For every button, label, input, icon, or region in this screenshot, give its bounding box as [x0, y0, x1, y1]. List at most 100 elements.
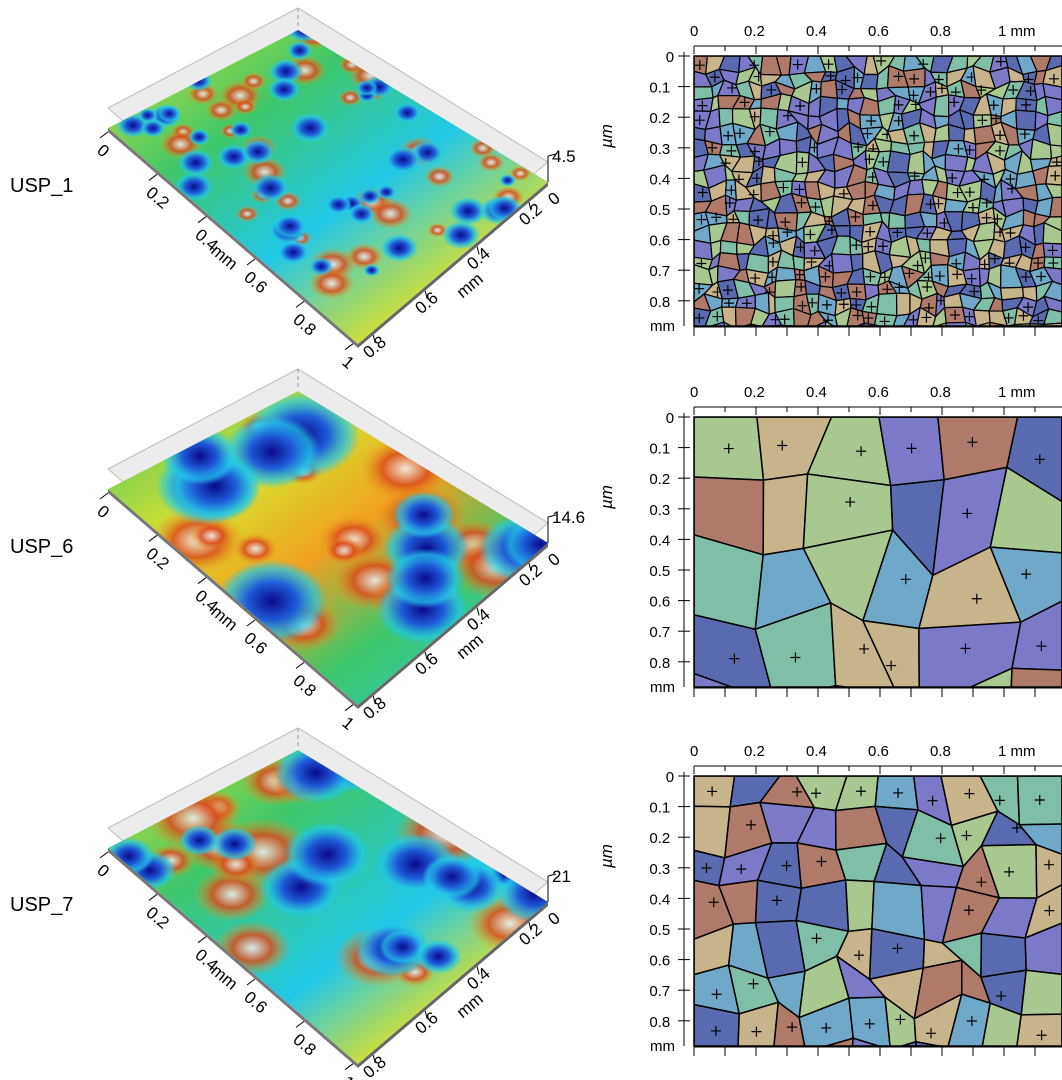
grain-centroid-marker	[877, 241, 888, 252]
grain-centroid-marker	[805, 229, 816, 240]
grain-centroid-marker	[821, 1022, 832, 1033]
x-tick	[99, 851, 109, 859]
grain-centroid-marker	[909, 171, 920, 182]
grain-centroid-marker	[751, 1026, 762, 1037]
grain-centroid-marker	[696, 214, 707, 225]
grain	[948, 1048, 982, 1080]
grain-centroid-marker	[1050, 170, 1061, 181]
grain-centroid-marker	[820, 271, 831, 282]
grain	[1043, 295, 1062, 313]
x-tick-label: 0.6	[240, 988, 270, 1018]
y-tick	[476, 246, 480, 255]
grain-centroid-marker	[1036, 271, 1047, 282]
grain-centroid-marker	[981, 197, 992, 208]
grain	[694, 239, 713, 261]
z-unit: µm	[597, 124, 616, 149]
grain	[969, 667, 1013, 687]
grain-centroid-marker	[694, 60, 705, 71]
row-label: USP_7	[10, 894, 73, 916]
grain	[1033, 221, 1045, 246]
map-y-tick-label: 0	[666, 410, 674, 427]
y-tick	[528, 202, 532, 211]
grain	[694, 97, 714, 113]
surface-pit	[268, 58, 303, 85]
x-tick-label: 1	[338, 713, 357, 734]
map-y-tick-label: 0.8	[649, 655, 670, 672]
map-y-tick-label: 0.1	[649, 800, 670, 817]
surface-pit	[177, 149, 214, 177]
grain-centroid-marker	[1036, 1030, 1047, 1041]
map-x-tick-label: 0.6	[868, 384, 889, 401]
grain-centroid-marker	[934, 271, 945, 282]
grain	[694, 324, 699, 326]
grain	[933, 94, 950, 118]
x-tick-label: 0	[93, 502, 112, 523]
grain-centroid-marker	[964, 187, 975, 198]
y-tick	[476, 966, 480, 975]
grain-centroid-marker	[795, 100, 806, 111]
grain-centroid-marker	[836, 288, 847, 299]
grain-centroid-marker	[960, 643, 971, 654]
surface-pit	[140, 118, 166, 138]
grain-centroid-marker	[933, 198, 944, 209]
grain-centroid-marker	[729, 653, 740, 664]
grain-centroid-marker	[866, 115, 877, 126]
grain-centroid-marker	[1023, 302, 1034, 313]
grain-field	[694, 56, 1062, 336]
grain-centroid-marker	[893, 99, 904, 110]
grain	[1047, 155, 1062, 168]
grain-centroid-marker	[912, 260, 923, 271]
grain-centroid-marker	[981, 212, 992, 223]
grain-centroid-marker	[966, 273, 977, 284]
surface-edge	[108, 489, 358, 709]
map-y-tick-label: 0.4	[649, 891, 670, 908]
grain-centroid-marker	[971, 593, 982, 604]
x-tick-label: 0.2	[142, 544, 172, 574]
grain-centroid-marker	[794, 184, 805, 195]
grain-centroid-marker	[959, 728, 969, 738]
grain-centroid-marker	[711, 212, 722, 223]
grain-centroid-marker	[767, 272, 778, 283]
grain-centroid-marker	[694, 313, 705, 324]
grain-centroid-marker	[922, 281, 933, 292]
surface-peak	[189, 520, 234, 552]
grain-centroid-marker	[952, 269, 963, 280]
grain-centroid-marker	[1005, 228, 1016, 239]
grain-centroid-marker	[904, 268, 915, 279]
grain-centroid-marker	[925, 86, 936, 97]
grain	[899, 1040, 918, 1046]
grain-centroid-marker	[852, 310, 863, 321]
grain	[694, 614, 772, 687]
surface-pit	[283, 821, 371, 888]
grain	[876, 292, 898, 317]
grain-centroid-marker	[727, 326, 737, 336]
grain-centroid-marker	[969, 326, 979, 336]
grain-centroid-marker	[807, 297, 818, 308]
surface-pit	[273, 213, 307, 239]
grain-centroid-marker	[893, 71, 904, 82]
surface-peak	[240, 72, 267, 91]
grain-centroid-marker	[920, 253, 931, 264]
grain-centroid-marker	[879, 272, 890, 283]
x-tick	[148, 534, 158, 542]
grain-centroid-marker	[741, 298, 752, 309]
grain-centroid-marker	[694, 115, 705, 126]
map-y-tick-label: 0.6	[649, 594, 670, 611]
map-x-tick-label: 0	[690, 743, 698, 760]
grain	[1044, 56, 1062, 72]
grain	[762, 473, 809, 556]
y-tick	[372, 1054, 376, 1064]
grain-centroid-marker	[782, 227, 793, 238]
grain-centroid-marker	[1020, 271, 1031, 282]
grain	[1043, 216, 1062, 232]
row-usp-6: USP_6 0 0.2 0.4 0.6 0.8 1 mm 0.2 0.4 0.6 0.8 mm 14.6…	[10, 368, 1062, 738]
grain-centroid-marker	[979, 259, 990, 270]
grain-centroid-marker	[837, 84, 848, 95]
grain-centroid-marker	[995, 56, 1006, 67]
x-tick-label: 1	[338, 352, 357, 373]
grain	[1049, 144, 1062, 160]
grain-centroid-marker	[838, 299, 849, 310]
surface-pit	[325, 194, 352, 215]
grain-centroid-marker	[764, 126, 775, 137]
x-tick	[197, 577, 207, 585]
